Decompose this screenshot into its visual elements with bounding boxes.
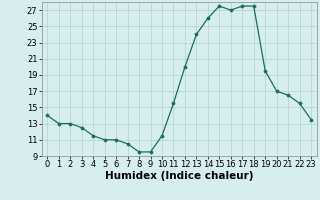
X-axis label: Humidex (Indice chaleur): Humidex (Indice chaleur) [105,171,253,181]
